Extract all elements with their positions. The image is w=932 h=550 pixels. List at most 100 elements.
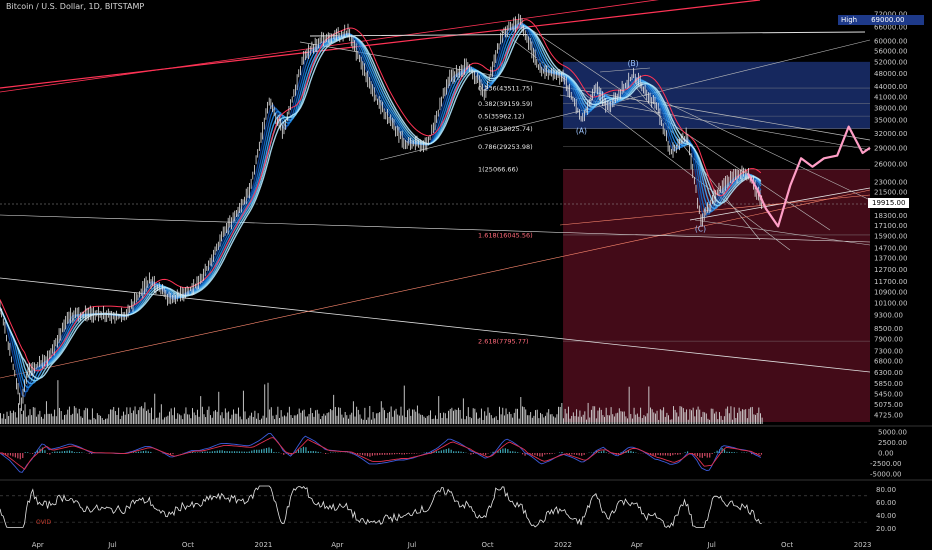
volume-bar [623,411,625,424]
volume-bar [694,416,696,424]
volume-bar [569,418,571,424]
volume-bar [571,415,573,424]
price-tick-label: 52000.00 [874,58,907,66]
volume-bar [18,403,19,424]
volume-bar [487,407,489,424]
macd-histogram-bar [243,451,245,453]
volume-bar [118,407,120,424]
macd-histogram-bar [731,452,733,453]
volume-bar [415,411,417,424]
trend-line [0,0,659,93]
volume-bar [485,415,487,424]
volume-bar [612,414,614,424]
volume-bar [433,418,435,424]
time-tick-label: Jul [107,541,117,549]
volume-bar [610,407,612,424]
high-label: High [841,16,858,24]
volume-bar [366,419,367,424]
macd-histogram-bar [568,453,570,455]
macd-histogram-bar [632,451,635,453]
price-tick-label: 15900.00 [874,233,907,241]
volume-bar [510,413,512,424]
volume-bar [164,417,166,424]
fib-label: 0.5(35962.12) [478,113,524,121]
volume-bar [412,409,413,424]
volume-bar [544,415,546,424]
macd-histogram-bar [677,453,679,455]
volume-bar [344,411,346,424]
volume-bar [59,407,60,424]
price-candles [0,13,763,411]
volume-bar [298,408,300,424]
macd-histogram-bar [482,453,484,455]
volume-bar [182,419,184,424]
volume-bar [379,412,381,424]
volume-bar [687,419,689,424]
last-price-badge: 19915.00 [868,198,910,208]
macd-histogram-bar [453,451,455,453]
volume-bar [275,414,277,424]
volume-bar [590,409,592,424]
volume-bar [646,413,648,424]
macd-histogram-bar [652,453,654,456]
volume-bar [126,407,128,424]
volume-bar [65,414,67,424]
volume-bar [725,408,727,424]
macd-histogram-bar [32,453,34,454]
volume-bar [54,409,56,424]
ema-ribbon [0,19,762,398]
macd-histogram-bar [760,453,763,455]
macd-histogram-bar [142,451,145,453]
volume-bar [1,418,3,424]
volume-bar [579,410,581,424]
volume-bar [91,408,93,424]
volume-bar [451,407,453,424]
time-axis[interactable]: Apr Jul Oct 2021 Apr Jul Oct 2022 Apr Jul Oct 2023 [32,541,872,549]
macd-histogram-bar [51,452,53,453]
volume-bar [538,418,540,424]
volume-bar [132,410,134,424]
volume-bar [178,414,180,424]
macd-histogram-bar [12,453,14,457]
volume-bar [68,406,70,424]
macd-histogram-bar [440,450,442,453]
macd-histogram-bar [435,451,438,453]
volume-bar [88,419,90,424]
volume-bar [526,415,528,424]
macd-histogram-bar [714,452,716,453]
rsi-tick-label: 60.00 [876,499,896,507]
volume-bar [305,416,307,424]
volume-bar [741,409,743,424]
price-tick-label: 66000.00 [874,23,907,31]
volume-bar [640,407,642,424]
volume-bar [269,409,271,424]
volume-bar [402,415,404,424]
macd-histogram-bar [622,451,625,453]
volume-bar [224,408,226,424]
volume-bar [34,407,36,424]
volume-bar [549,414,551,424]
volume-bar [325,415,326,424]
volume-bar [190,418,192,424]
rsi-tick-label: 20.00 [876,525,896,533]
volume-bar [280,410,282,424]
macd-histogram-bar [135,452,137,453]
macd-histogram-bar [169,453,172,456]
volume-bar [400,406,402,424]
macd-histogram-bar [17,453,19,459]
volume-bar [691,410,692,424]
volume-bar [604,416,605,424]
volume-bar [254,410,256,424]
volume-bar [382,407,384,424]
volume-bar [218,391,220,424]
volume-bar [200,396,202,424]
macd-histogram-bar [504,448,506,453]
volume-bar [546,412,548,424]
volume-bar [462,398,464,424]
macd-histogram-bar [509,451,511,453]
macd-histogram-bar [364,453,366,456]
trend-line [379,39,871,161]
macd-histogram-bar [201,451,204,453]
